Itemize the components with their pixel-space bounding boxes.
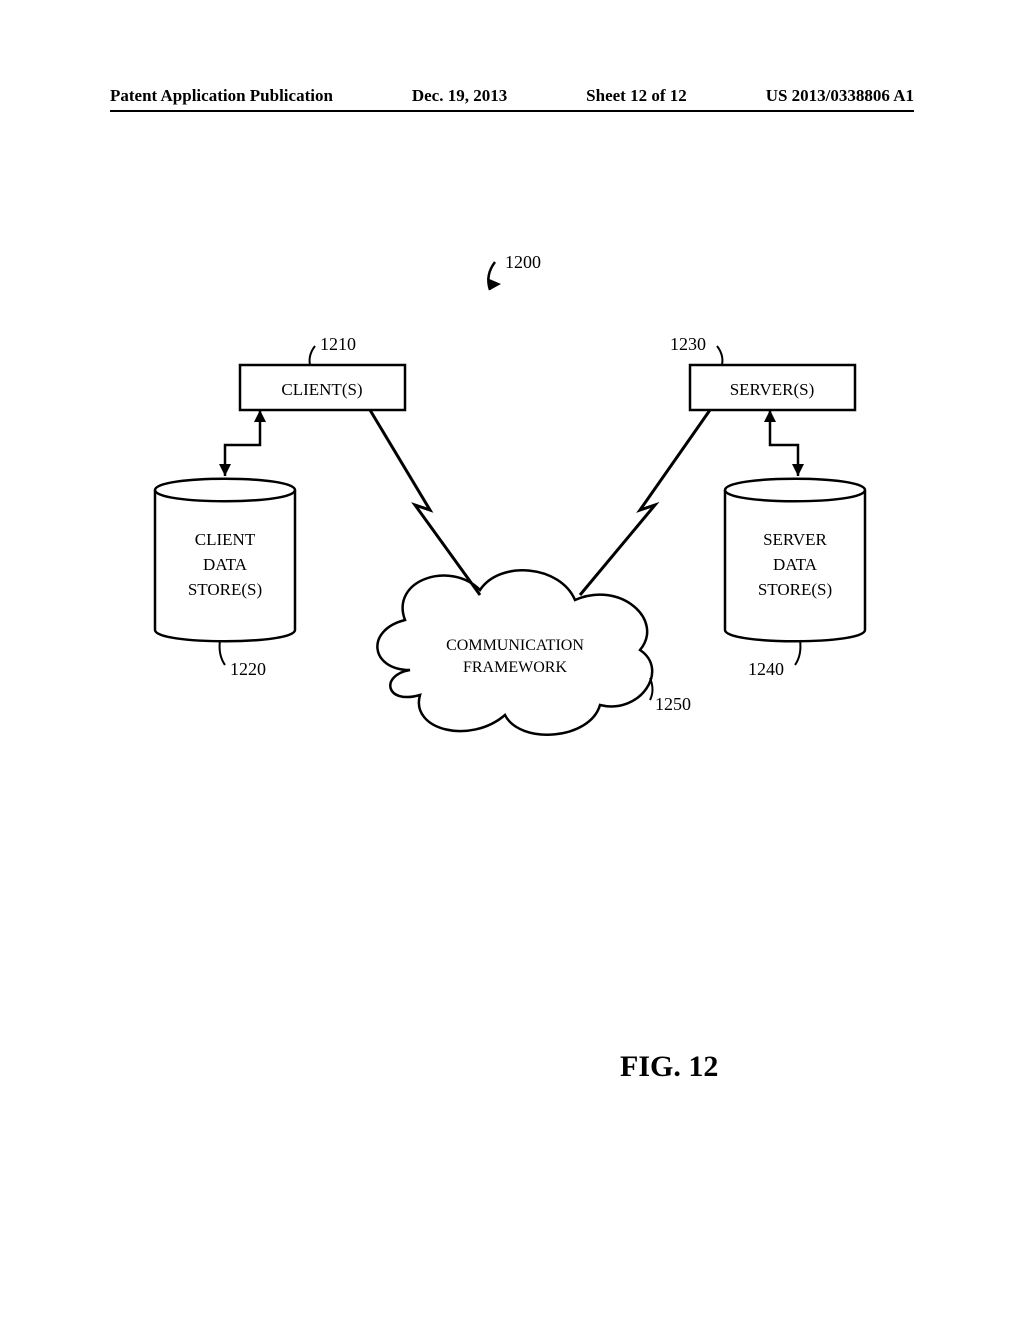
cloud-l2: FRAMEWORK xyxy=(463,659,567,676)
server-store-ref: 1240 xyxy=(748,659,784,679)
client-store-ref: 1220 xyxy=(230,659,266,679)
server-store-link xyxy=(764,410,804,476)
client-store-l3: STORE(S) xyxy=(188,580,262,599)
header-sheet: Sheet 12 of 12 xyxy=(586,86,687,106)
server-label: SERVER(S) xyxy=(730,380,815,399)
server-store: SERVER DATA STORE(S) 1240 xyxy=(725,479,865,679)
client-store-l2: DATA xyxy=(203,555,248,574)
server-cloud-link xyxy=(580,410,710,595)
cloud: COMMUNICATION FRAMEWORK 1250 xyxy=(377,570,691,734)
client-ref: 1210 xyxy=(320,334,356,354)
client-cloud-link xyxy=(370,410,480,595)
header-date: Dec. 19, 2013 xyxy=(412,86,507,106)
cloud-l1: COMMUNICATION xyxy=(446,637,584,654)
client-box: CLIENT(S) 1210 xyxy=(240,334,405,410)
header-rule xyxy=(110,110,914,112)
client-label: CLIENT(S) xyxy=(281,380,362,399)
server-ref: 1230 xyxy=(670,334,706,354)
client-store-l1: CLIENT xyxy=(195,530,256,549)
client-store: CLIENT DATA STORE(S) 1220 xyxy=(155,479,295,679)
ref-main-pointer: 1200 xyxy=(487,252,541,290)
page-header: Patent Application Publication Dec. 19, … xyxy=(0,86,1024,106)
ref-main: 1200 xyxy=(505,252,541,272)
server-box: SERVER(S) 1230 xyxy=(670,334,855,410)
header-left: Patent Application Publication xyxy=(110,86,333,106)
cloud-ref: 1250 xyxy=(655,694,691,714)
figure-diagram: 1200 CLIENT(S) 1210 SERVER(S) 1230 CLIEN… xyxy=(110,250,914,770)
server-store-l1: SERVER xyxy=(763,530,827,549)
figure-caption: FIG. 12 xyxy=(620,1050,718,1084)
server-store-l2: DATA xyxy=(773,555,818,574)
server-store-l3: STORE(S) xyxy=(758,580,832,599)
client-store-link xyxy=(219,410,266,476)
header-right: US 2013/0338806 A1 xyxy=(766,86,914,106)
